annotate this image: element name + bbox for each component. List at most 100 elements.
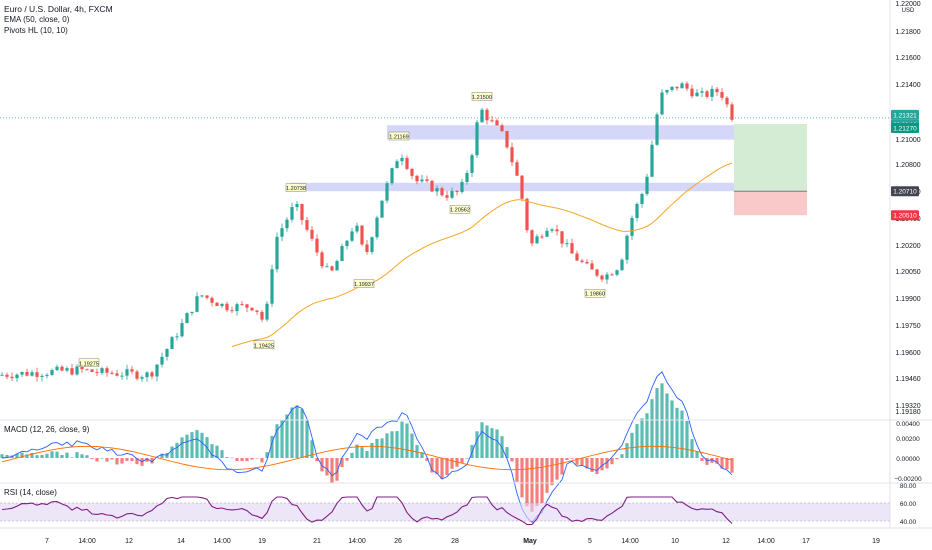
candle[interactable]: [105, 368, 109, 373]
candle[interactable]: [590, 263, 594, 270]
candle[interactable]: [110, 372, 114, 374]
candle[interactable]: [135, 371, 139, 379]
candle[interactable]: [260, 311, 264, 320]
candle[interactable]: [465, 172, 469, 182]
candle[interactable]: [220, 303, 224, 307]
candle[interactable]: [305, 220, 309, 230]
candle[interactable]: [120, 375, 124, 377]
candle[interactable]: [435, 188, 439, 192]
candle[interactable]: [620, 259, 624, 271]
candle[interactable]: [20, 371, 24, 375]
macd-pane[interactable]: [0, 371, 734, 523]
candle[interactable]: [655, 114, 659, 145]
candle[interactable]: [230, 310, 234, 312]
candle[interactable]: [385, 183, 389, 201]
candle[interactable]: [335, 261, 339, 271]
pivots-legend[interactable]: Pivots HL (10, 10): [4, 26, 68, 35]
ema-legend[interactable]: EMA (50, close, 0): [4, 15, 70, 24]
stop-zone[interactable]: [734, 191, 807, 216]
candle[interactable]: [115, 373, 119, 376]
candle[interactable]: [210, 297, 214, 303]
candle[interactable]: [45, 374, 49, 376]
candle[interactable]: [660, 92, 664, 115]
candle[interactable]: [625, 235, 629, 260]
candle[interactable]: [665, 90, 669, 93]
candle[interactable]: [190, 311, 194, 314]
candle[interactable]: [195, 296, 199, 312]
candle[interactable]: [650, 144, 654, 177]
candle[interactable]: [480, 109, 484, 123]
candle[interactable]: [725, 97, 729, 105]
candle[interactable]: [250, 307, 254, 311]
candle[interactable]: [265, 303, 269, 320]
candle[interactable]: [475, 122, 479, 156]
candle[interactable]: [720, 92, 724, 98]
candle[interactable]: [540, 236, 544, 238]
symbol-title[interactable]: Euro / U.S. Dollar, 4h, FXCM: [4, 4, 113, 14]
candle[interactable]: [235, 304, 239, 312]
candle[interactable]: [630, 217, 634, 236]
candle[interactable]: [455, 190, 459, 193]
candle[interactable]: [350, 231, 354, 241]
candle[interactable]: [375, 217, 379, 238]
candle[interactable]: [470, 155, 474, 173]
candle[interactable]: [450, 190, 454, 198]
candle[interactable]: [285, 219, 289, 229]
candle[interactable]: [95, 371, 99, 373]
candle[interactable]: [430, 180, 434, 192]
candle[interactable]: [370, 237, 374, 252]
candle[interactable]: [10, 376, 14, 379]
candle[interactable]: [55, 366, 59, 371]
candle[interactable]: [205, 295, 209, 298]
candle[interactable]: [35, 372, 39, 377]
candle[interactable]: [315, 238, 319, 253]
rsi-legend[interactable]: RSI (14, close): [4, 488, 57, 497]
target-zone[interactable]: [734, 124, 807, 192]
candle[interactable]: [155, 364, 159, 377]
candle[interactable]: [0, 374, 4, 376]
candle[interactable]: [310, 229, 314, 239]
support-zone[interactable]: [387, 125, 734, 140]
candle[interactable]: [25, 371, 29, 376]
candle[interactable]: [270, 269, 274, 304]
candle[interactable]: [365, 244, 369, 252]
candle[interactable]: [150, 372, 154, 377]
candle[interactable]: [215, 302, 219, 307]
rsi-pane[interactable]: [0, 496, 890, 526]
candle[interactable]: [575, 253, 579, 261]
candle[interactable]: [70, 368, 74, 375]
candle[interactable]: [410, 168, 414, 176]
candle[interactable]: [415, 175, 419, 182]
candle[interactable]: [130, 369, 134, 372]
candle[interactable]: [65, 368, 69, 371]
candle[interactable]: [90, 369, 94, 372]
candle[interactable]: [30, 372, 34, 376]
candle[interactable]: [505, 131, 509, 148]
candle[interactable]: [180, 323, 184, 337]
last-price-tag[interactable]: [891, 109, 919, 120]
candle[interactable]: [145, 372, 149, 378]
candle[interactable]: [50, 370, 54, 375]
candle[interactable]: [165, 348, 169, 357]
candle[interactable]: [705, 91, 709, 97]
candle[interactable]: [425, 179, 429, 181]
candle[interactable]: [125, 369, 129, 376]
candle[interactable]: [515, 162, 519, 176]
candle[interactable]: [600, 275, 604, 280]
candle[interactable]: [500, 125, 504, 132]
candle[interactable]: [560, 231, 564, 244]
candle[interactable]: [160, 356, 164, 365]
candle[interactable]: [240, 304, 244, 306]
candle[interactable]: [520, 175, 524, 199]
candle[interactable]: [60, 366, 64, 371]
candle[interactable]: [570, 243, 574, 254]
candle[interactable]: [5, 374, 9, 377]
candle[interactable]: [445, 195, 449, 198]
candle[interactable]: [295, 204, 299, 208]
candle[interactable]: [395, 161, 399, 169]
candle[interactable]: [530, 230, 534, 244]
candle[interactable]: [40, 375, 44, 377]
candle[interactable]: [700, 91, 704, 93]
candle[interactable]: [675, 86, 679, 89]
